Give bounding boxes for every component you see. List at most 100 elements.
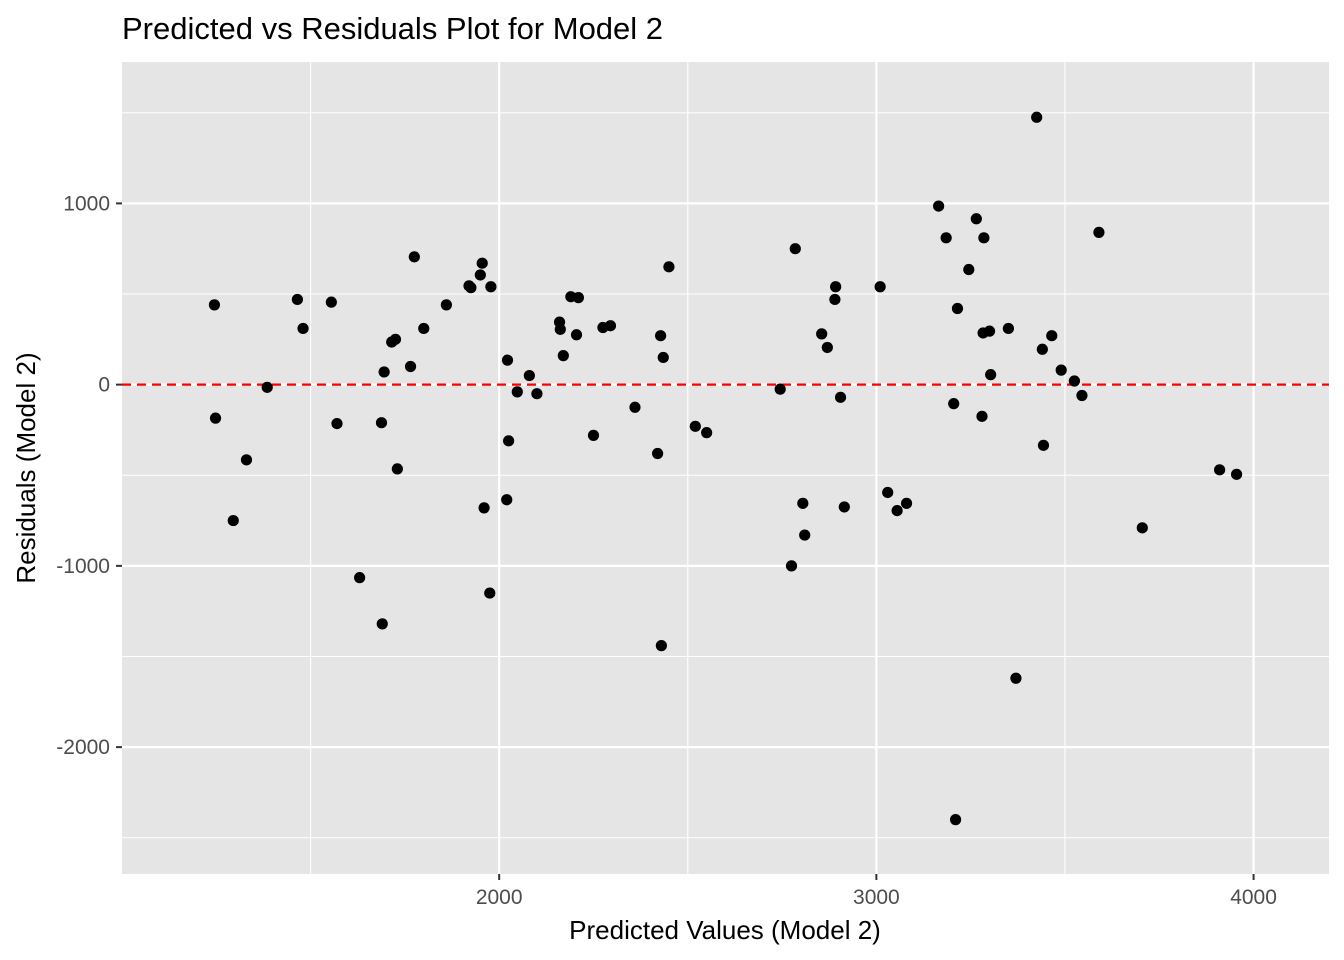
data-point	[587, 429, 600, 441]
y-tick-label: 0	[98, 374, 110, 397]
x-tick-label: 2000	[476, 886, 523, 909]
data-point	[689, 420, 701, 432]
data-point	[652, 447, 664, 460]
data-point	[655, 330, 667, 342]
data-point	[375, 417, 388, 429]
data-point	[604, 320, 617, 332]
chart-title: Predicted vs Residuals Plot for Model 2	[122, 11, 663, 46]
data-point	[1136, 522, 1148, 534]
x-tick-label: 4000	[1230, 886, 1277, 909]
data-point	[951, 302, 964, 315]
data-point	[261, 381, 273, 393]
x-axis-title: Predicted Values (Model 2)	[569, 915, 881, 945]
data-point	[1031, 111, 1043, 123]
y-tick-label: -2000	[56, 736, 110, 759]
data-point	[949, 814, 962, 826]
data-point	[227, 514, 239, 527]
data-point	[1214, 464, 1226, 476]
data-point	[1230, 468, 1243, 480]
data-point	[799, 529, 811, 541]
data-point	[785, 560, 798, 572]
data-point	[418, 322, 430, 335]
data-point	[874, 281, 886, 293]
data-point	[523, 369, 535, 382]
tick-labels: 2000 3000 4000 1000 0 -1000 -2000	[56, 192, 1277, 909]
data-point	[821, 341, 833, 354]
data-point	[663, 261, 675, 273]
y-axis-title: Residuals (Model 2)	[11, 352, 41, 583]
data-point	[657, 351, 669, 364]
data-point	[1046, 330, 1058, 342]
x-tick-label: 3000	[853, 886, 900, 909]
data-point	[834, 391, 847, 403]
data-point	[557, 350, 569, 362]
data-point	[325, 296, 337, 308]
data-point	[829, 293, 841, 306]
data-point	[554, 323, 566, 335]
data-point	[503, 435, 515, 447]
data-point	[963, 263, 975, 276]
data-point	[208, 299, 221, 311]
data-point	[816, 328, 828, 340]
data-point	[484, 587, 496, 599]
axis-ticks	[116, 202, 1255, 880]
data-point	[331, 417, 343, 430]
data-point	[291, 293, 303, 306]
data-point	[1093, 226, 1105, 238]
data-point	[465, 282, 477, 294]
data-point	[391, 463, 403, 475]
data-point	[209, 412, 222, 424]
data-point	[948, 398, 960, 410]
data-point	[476, 257, 488, 269]
data-point	[376, 618, 388, 630]
data-point	[774, 383, 786, 395]
data-point	[297, 322, 309, 335]
data-point	[978, 232, 990, 244]
data-point	[354, 572, 366, 584]
data-point	[1036, 343, 1048, 355]
data-point	[701, 427, 713, 439]
data-points	[208, 111, 1243, 826]
data-point	[838, 501, 850, 513]
data-point	[570, 329, 583, 341]
plot-panel	[122, 62, 1329, 874]
data-point	[629, 401, 641, 413]
y-tick-label: -1000	[56, 555, 110, 578]
data-point	[378, 366, 390, 378]
data-point	[983, 325, 996, 337]
data-point	[501, 354, 514, 366]
data-point	[940, 232, 952, 244]
data-point	[985, 369, 997, 381]
data-point	[1068, 375, 1080, 387]
data-point	[797, 497, 809, 509]
data-point	[485, 281, 497, 293]
data-point	[882, 486, 894, 499]
data-point	[976, 410, 988, 422]
y-tick-label: 1000	[63, 192, 110, 215]
data-point	[1055, 364, 1067, 376]
data-point	[440, 299, 452, 311]
minor-gridlines	[122, 62, 1329, 874]
data-point	[655, 640, 667, 652]
data-point	[511, 386, 523, 398]
data-point	[1076, 389, 1088, 402]
data-point	[1010, 672, 1022, 684]
data-point	[531, 388, 543, 400]
data-point	[933, 200, 945, 212]
data-point	[830, 281, 842, 293]
data-point	[1037, 439, 1050, 451]
data-point	[240, 454, 253, 466]
data-point	[501, 494, 513, 506]
data-point	[474, 269, 486, 281]
data-point	[891, 504, 903, 517]
data-point	[900, 497, 913, 509]
data-point	[789, 243, 801, 255]
data-point	[1002, 322, 1014, 335]
data-point	[408, 251, 420, 263]
data-point	[389, 333, 402, 345]
data-point	[970, 213, 982, 225]
data-point	[478, 502, 490, 514]
data-point	[572, 292, 584, 304]
data-point	[404, 360, 417, 373]
